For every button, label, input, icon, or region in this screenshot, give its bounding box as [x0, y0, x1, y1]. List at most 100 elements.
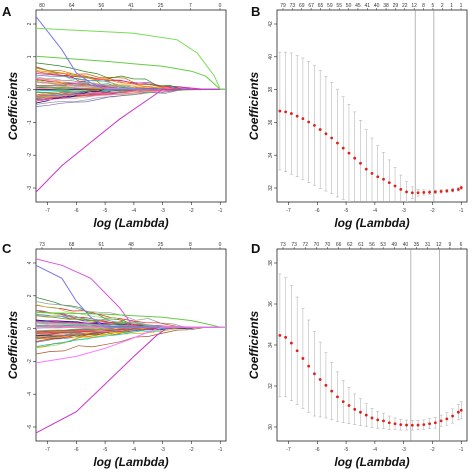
panel-d-cv-point [318, 378, 322, 381]
panel-d-cv-point [428, 422, 431, 426]
panel-d: D -7 -6 -5 -4 -3 -2 -1 73 73 72 70 70 66 62 61 56 53 49 40 3… [247, 241, 468, 469]
panel-a-top-tick-label: 80 [39, 3, 45, 9]
panel-b-x-tick-label: -2 [430, 208, 435, 214]
panel-b-top-tick-label: 2 [441, 3, 444, 9]
panel-c-top-tick-label: 61 [99, 242, 105, 248]
panel-d-top-tick-label: 56 [369, 242, 375, 248]
panel-d-top-tick-label: 62 [347, 242, 353, 248]
panel-d-y-tick-label: 34 [268, 342, 274, 348]
panel-b: B-7 -6 -5 -4 -3 -2 -179 73 69 67 65 59 55 50 45 41 40 38 2… [247, 3, 468, 230]
panel-d-cv-point [376, 418, 380, 422]
panel-b-cv-point [459, 186, 463, 190]
panel-c-x-tick-label: -6 [74, 447, 79, 453]
panel-b-y-tick-label: 42 [268, 21, 274, 27]
panel-b-x-tick-label: -7 [286, 208, 291, 214]
panel-a-y-axis-label: Coefficients [6, 71, 20, 140]
panel-a-coefficient-path [36, 89, 226, 107]
panel-a-coefficient-path [36, 89, 226, 96]
panel-b-cv-point [341, 146, 345, 150]
panel-b-top-tick-label: 59 [327, 3, 333, 9]
panel-d-cv-point [416, 423, 420, 427]
panel-b-cv-point [416, 191, 420, 195]
panel-c-coefficient-path [36, 326, 226, 347]
panel-b-cv-point [428, 190, 431, 194]
panel-b-top-tick-label: 69 [299, 3, 305, 9]
panel-b-cv-point [433, 190, 437, 194]
panel-a-coefficient-path [36, 88, 226, 98]
panel-b-top-tick-label: 50 [346, 3, 352, 9]
panel-a-coefficient-path [36, 67, 226, 90]
panel-b-cv-point [301, 117, 305, 121]
panel-c-top-tick-label: 25 [158, 242, 164, 248]
panel-d-cv-point [459, 408, 463, 412]
panel-b-cv-point [410, 191, 414, 195]
panel-a-y-tick-label: 2 [27, 22, 33, 25]
panel-b-cv-point [289, 112, 293, 115]
panel-d-top-tick-label: 53 [380, 242, 386, 248]
panel-d-cv-point [433, 421, 437, 425]
panel-c-top-tick-label: 68 [69, 242, 75, 248]
panel-b-cv-point [445, 189, 449, 193]
panel-a-coefficient-path [36, 88, 226, 101]
panel-d-cv-point [313, 372, 316, 376]
panel-b-cv-point [456, 187, 460, 191]
panel-c-coefficient-path-highlight [36, 264, 226, 328]
panel-d-cv-point [382, 419, 385, 423]
panel-c-x-tick-label: -3 [160, 447, 165, 453]
panel-b-x-tick-label: -3 [401, 208, 406, 214]
panel-c-coefficient-path-highlight [36, 326, 226, 364]
panel-b-cv-point [295, 114, 299, 118]
panel-a-coefficient-path [36, 82, 226, 90]
panel-c-x-axis-label: log (Lambda) [93, 455, 168, 469]
panel-d-x-tick-label: -2 [430, 447, 435, 453]
panel-b-cv-point [284, 110, 288, 114]
panel-b-cv-point [422, 191, 426, 194]
panel-d-cv-point [364, 413, 368, 417]
panel-a-x-tick-label: -3 [160, 208, 165, 214]
panel-b-top-tick-label: 41 [365, 3, 371, 9]
panel-b-top-tick-label: 1 [450, 3, 453, 9]
panel-d-cv-point [451, 414, 455, 418]
panel-d-cv-point [422, 423, 426, 427]
panel-a-y-tick-label: -1 [27, 120, 33, 125]
panel-d-cv-point [410, 423, 414, 427]
panel-b-cv-point [399, 187, 403, 191]
panel-d-top-tick-label: 70 [314, 242, 320, 248]
panel-b-top-tick-label: 38 [383, 3, 389, 9]
panel-b-top-tick-label: 79 [280, 3, 286, 9]
panel-b-y-axis-label: Coefficients [247, 71, 261, 140]
panel-d-cv-point [359, 410, 362, 414]
panel-d-y-tick-label: 38 [268, 260, 274, 266]
panel-d-x-tick-label: -4 [373, 447, 378, 453]
panel-a-coefficient-path-highlight [36, 16, 226, 90]
panel-a-top-tick-label: 41 [128, 3, 134, 9]
panel-a-x-tick-label: -2 [189, 208, 194, 214]
panel-b-x-tick-label: -6 [315, 208, 320, 214]
panel-d-cv-point [399, 423, 403, 427]
panel-c-y-tick-label: -2 [27, 359, 33, 364]
panel-d-cv-point [347, 404, 351, 407]
panel-a: A -7 -6 -5 -4 -3 -2 -1 80 64 56 41 25 7 0 2 1 0 -1 -2 -3 log … [2, 3, 227, 230]
panel-b-y-tick-label: 38 [268, 87, 274, 93]
panel-d-top-tick-label: 70 [325, 242, 331, 248]
panel-d-cv-point [393, 422, 397, 426]
panel-b-cv-point [393, 184, 397, 188]
panel-c-x-tick-label: -1 [218, 447, 223, 453]
panel-d-cv-point [284, 335, 288, 339]
panel-a-coefficient-path [36, 62, 226, 90]
panel-c-coefficient-path [36, 326, 226, 338]
panel-a-x-tick-label: -6 [74, 208, 79, 214]
panel-d-cv-point [353, 407, 357, 411]
panel-b-cv-point [382, 177, 385, 181]
panel-d-y-tick-label: 36 [268, 301, 274, 307]
panel-c-y-tick-label: 2 [27, 294, 33, 297]
panel-b-cv-point [318, 128, 322, 131]
panel-d-top-tick-label: 40 [403, 242, 409, 248]
panel-b-top-tick-label: 55 [336, 3, 342, 9]
panel-d-top-tick-label: 61 [358, 242, 364, 248]
panel-b-cv-point [405, 190, 408, 194]
panel-d-top-tick-label: 31 [425, 242, 431, 248]
panel-b-top-tick-label: 67 [308, 3, 314, 9]
panel-b-cv-point [359, 161, 362, 165]
panel-b-top-tick-label: 1 [460, 3, 463, 9]
